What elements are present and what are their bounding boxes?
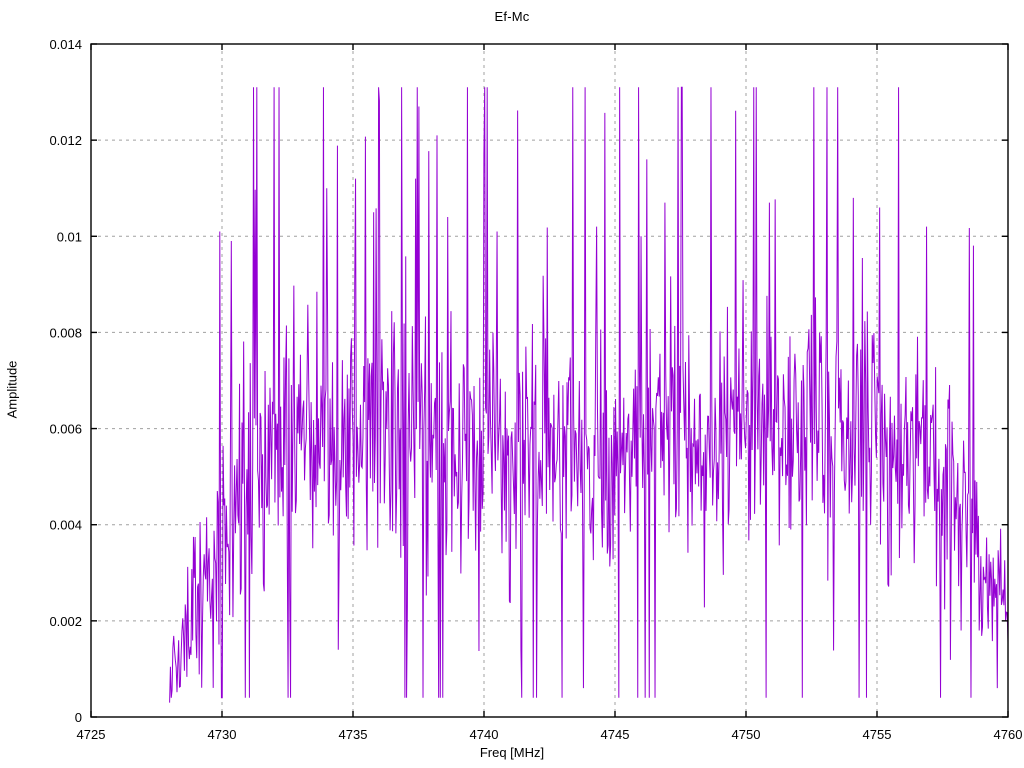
y-tick-label: 0.008 <box>49 325 82 340</box>
x-tick-label: 4735 <box>339 727 368 742</box>
x-tick-label: 4745 <box>601 727 630 742</box>
data-series-group <box>169 86 1009 703</box>
y-tick-label: 0.012 <box>49 133 82 148</box>
series-line-1 <box>169 86 1009 703</box>
y-tick-label: 0.01 <box>57 229 82 244</box>
y-tick-label: 0.004 <box>49 518 82 533</box>
x-tick-label: 4755 <box>863 727 892 742</box>
y-axis-label: Amplitude <box>4 360 20 419</box>
x-tick-label: 4760 <box>994 727 1023 742</box>
axis-ticks: 0 0.002 0.004 0.006 0.008 0.01 0.012 0.014 4725 4… <box>49 37 1022 742</box>
x-tick-label: 4725 <box>77 727 106 742</box>
x-tick-label: 4750 <box>732 727 761 742</box>
chart-title: Ef-Mc <box>494 9 530 24</box>
y-tick-label: 0.002 <box>49 614 82 629</box>
x-axis-label: Freq [MHz] <box>479 745 545 760</box>
gridlines <box>91 44 1008 717</box>
y-tick-label: 0.014 <box>49 37 82 52</box>
x-tick-label: 4740 <box>470 727 499 742</box>
y-tick-label: 0.006 <box>49 422 82 437</box>
x-tick-label: 4730 <box>208 727 237 742</box>
y-tick-label: 0 <box>75 710 82 725</box>
plot-border <box>90 43 1009 718</box>
